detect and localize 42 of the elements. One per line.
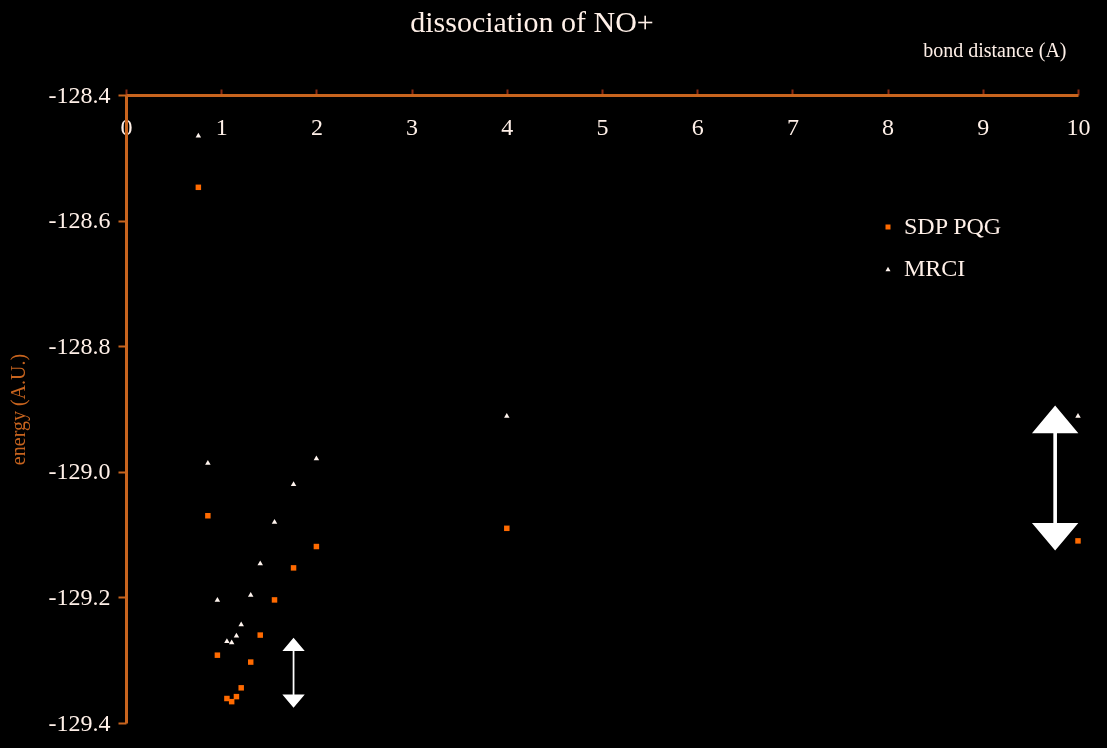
point <box>247 591 254 597</box>
point <box>238 621 244 627</box>
x-tick-label: 1 <box>215 113 228 140</box>
point <box>214 596 221 602</box>
point <box>504 412 510 418</box>
y-tick-label: -129.2 <box>48 583 111 610</box>
x-tick-label: 3 <box>406 113 419 140</box>
y-tick-label: -128.6 <box>48 207 111 234</box>
y-axis-title: energy (A.U.) <box>6 353 30 466</box>
x-tick-label: 4 <box>501 113 514 140</box>
x-tick-label: 2 <box>310 113 323 140</box>
point <box>504 525 510 532</box>
x-tick-label: 9 <box>977 113 990 140</box>
x-tick-label: 7 <box>786 113 799 140</box>
point <box>271 597 278 603</box>
x-tick-label: 5 <box>596 113 609 140</box>
legend-label: SDP PQG <box>904 213 1002 239</box>
point <box>224 638 230 644</box>
x-tick-label: 6 <box>691 113 704 140</box>
y-tick-label: -129.4 <box>48 709 111 736</box>
point <box>205 513 211 519</box>
point <box>290 565 297 571</box>
chart-title: dissociation of NO+ <box>410 5 654 38</box>
point <box>290 481 297 487</box>
point <box>247 659 254 665</box>
point <box>257 632 263 638</box>
x-tick-label: 10 <box>1066 113 1091 140</box>
point <box>214 652 221 658</box>
point <box>271 519 278 524</box>
point <box>205 460 211 465</box>
point <box>224 695 230 702</box>
point <box>238 685 244 691</box>
x-tick-label: 8 <box>882 113 895 140</box>
point <box>1075 412 1081 418</box>
y-tick-label: -128.8 <box>48 332 111 359</box>
y-tick-label: -129.0 <box>48 458 111 485</box>
y-tick-label: -128.4 <box>48 81 111 108</box>
point <box>1075 538 1081 544</box>
x-axis-title: bond distance (A) <box>923 38 1067 62</box>
point <box>195 132 202 138</box>
legend-label: MRCI <box>904 255 966 281</box>
point <box>257 560 263 566</box>
